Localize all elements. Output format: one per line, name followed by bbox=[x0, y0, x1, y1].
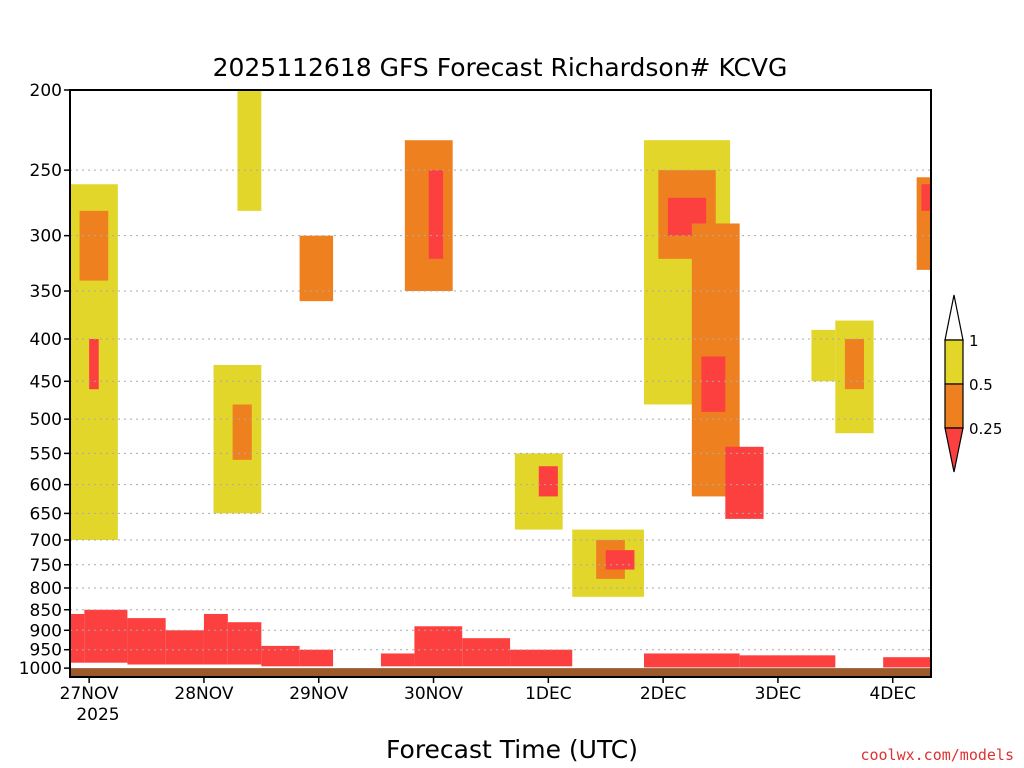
x-tick-label-7: 4DEC bbox=[869, 684, 916, 704]
region-low-25 bbox=[538, 466, 558, 497]
region-low-7 bbox=[299, 649, 334, 667]
plot-frame bbox=[69, 89, 932, 678]
y-tick-label-700: 700 bbox=[30, 531, 62, 551]
colorbar-label-1: 0.5 bbox=[969, 376, 993, 394]
credit-text: coolwx.com/models bbox=[860, 746, 1014, 764]
region-low-2 bbox=[127, 618, 166, 665]
y-axis: 200 250 300 350 400 450 500 550 600 650 700 750 8008… bbox=[19, 81, 70, 679]
colorbar-segment-1 bbox=[944, 383, 964, 429]
y-tick-label-650: 650 bbox=[30, 504, 62, 524]
x-tick-label-5: 2DEC bbox=[640, 684, 687, 704]
y-tick-label-250: 250 bbox=[30, 161, 62, 181]
region-low-9 bbox=[414, 626, 463, 667]
colorbar-bottom-arrow bbox=[944, 427, 964, 473]
y-tick-label-300: 300 bbox=[30, 227, 62, 247]
region-low-14 bbox=[883, 657, 931, 668]
x-axis-year-label: 2025 bbox=[76, 705, 119, 725]
region-high-20 bbox=[237, 90, 262, 211]
ground-band bbox=[70, 668, 931, 677]
y-tick-label-550: 550 bbox=[30, 444, 62, 464]
y-tick-label-400: 400 bbox=[30, 330, 62, 350]
region-low-0 bbox=[70, 613, 85, 663]
region-low-4 bbox=[203, 613, 228, 665]
colorbar-label-2: 0.25 bbox=[969, 420, 1002, 438]
region-low-23 bbox=[428, 170, 444, 259]
chart-title: 2025112618 GFS Forecast Richardson# KCVG bbox=[213, 53, 788, 82]
region-mid-37 bbox=[844, 338, 865, 390]
region-low-5 bbox=[227, 622, 262, 665]
y-tick-label-850: 850 bbox=[30, 601, 62, 621]
y-tick-label-900: 900 bbox=[30, 621, 62, 641]
y-tick-label-450: 450 bbox=[30, 372, 62, 392]
y-tick-label-750: 750 bbox=[30, 556, 62, 576]
x-tick-label-3: 30NOV bbox=[404, 684, 463, 704]
region-mid-19 bbox=[232, 404, 252, 460]
region-mid-21 bbox=[299, 235, 334, 302]
richardson-regions bbox=[70, 90, 931, 668]
region-low-10 bbox=[462, 638, 511, 667]
region-low-13 bbox=[739, 655, 836, 668]
y-tick-label-950: 950 bbox=[30, 641, 62, 661]
region-low-12 bbox=[644, 653, 740, 668]
region-low-6 bbox=[261, 645, 300, 667]
region-low-39 bbox=[921, 184, 931, 211]
region-low-28 bbox=[605, 550, 635, 570]
y-tick-label-600: 600 bbox=[30, 476, 62, 496]
plot-area bbox=[69, 89, 932, 678]
region-low-1 bbox=[84, 609, 128, 663]
x-tick-label-6: 3DEC bbox=[755, 684, 802, 704]
y-tick-label-1000: 1000 bbox=[19, 659, 62, 679]
plot-background bbox=[70, 90, 931, 677]
region-low-17 bbox=[89, 338, 99, 390]
region-high-35 bbox=[811, 329, 836, 382]
region-low-8 bbox=[380, 653, 415, 667]
colorbar-top-arrow bbox=[944, 294, 964, 341]
region-mid-16 bbox=[79, 210, 109, 281]
colorbar-label-0: 1 bbox=[969, 332, 979, 350]
y-tick-label-800: 800 bbox=[30, 579, 62, 599]
x-tick-label-2: 29NOV bbox=[289, 684, 348, 704]
x-tick-label-4: 1DEC bbox=[525, 684, 572, 704]
colorbar-legend: 1 0.5 0.25 bbox=[944, 294, 1002, 473]
y-tick-label-350: 350 bbox=[30, 282, 62, 302]
x-axis-title: Forecast Time (UTC) bbox=[386, 735, 638, 764]
x-tick-label-0: 27NOV bbox=[60, 684, 119, 704]
x-axis: 27NOV 28NOV 29NOV 30NOV 1DEC 2DEC 3DEC 4DEC bbox=[60, 677, 916, 704]
y-tick-label-500: 500 bbox=[30, 410, 62, 430]
region-low-34 bbox=[725, 446, 764, 519]
x-tick-label-1: 28NOV bbox=[174, 684, 233, 704]
region-low-3 bbox=[165, 630, 204, 665]
y-tick-label-200: 200 bbox=[30, 81, 62, 101]
region-low-11 bbox=[510, 649, 573, 667]
colorbar-segment-0 bbox=[944, 339, 964, 385]
region-low-33 bbox=[701, 356, 726, 412]
